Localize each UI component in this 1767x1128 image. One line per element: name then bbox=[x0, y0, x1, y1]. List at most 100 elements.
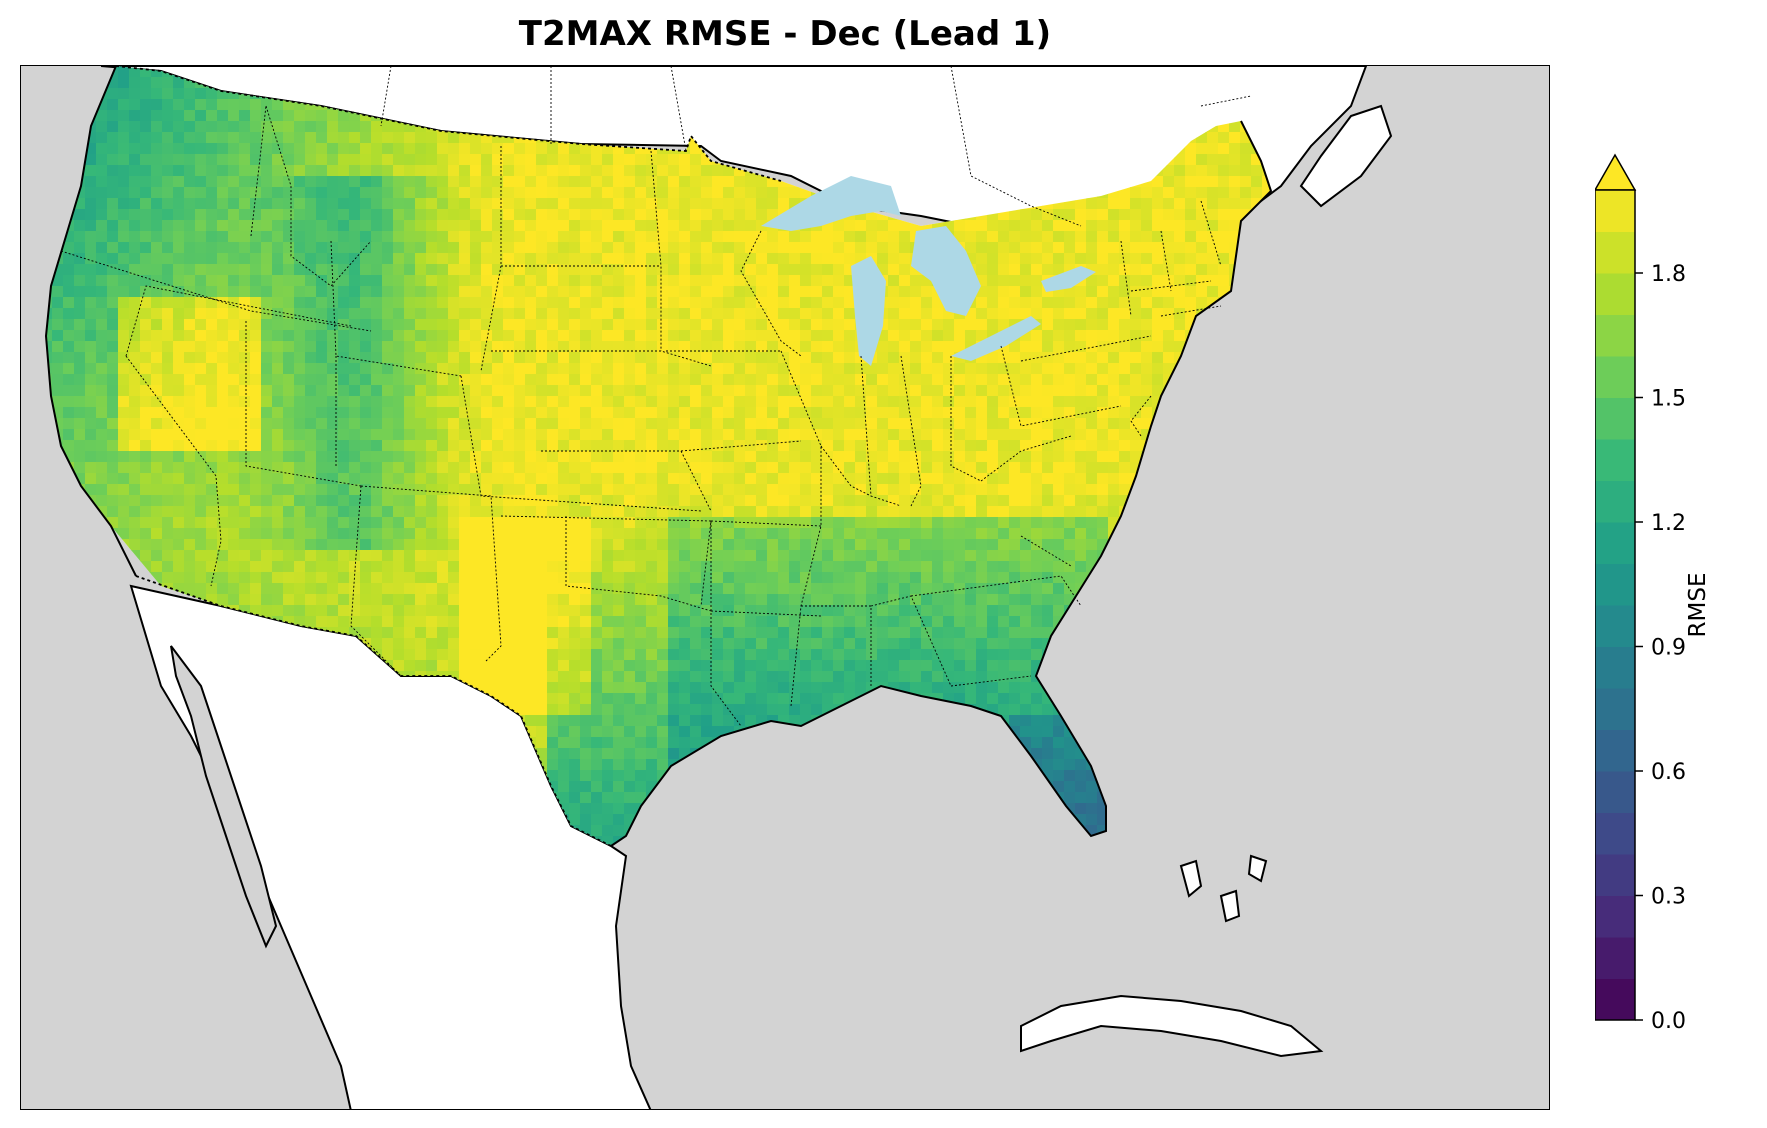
raster-cell bbox=[1174, 407, 1186, 419]
raster-cell bbox=[965, 308, 977, 320]
raster-cell bbox=[46, 363, 53, 375]
raster-cell bbox=[646, 407, 658, 419]
raster-cell bbox=[657, 528, 669, 540]
raster-cell bbox=[437, 429, 449, 441]
raster-cell bbox=[327, 495, 339, 507]
raster-cell bbox=[1053, 220, 1065, 232]
raster-cell bbox=[921, 517, 933, 529]
raster-cell bbox=[1273, 319, 1284, 330]
raster-cell bbox=[360, 121, 372, 133]
raster-cell bbox=[85, 528, 97, 540]
raster-cell bbox=[140, 429, 152, 441]
raster-cell bbox=[360, 440, 372, 452]
raster-cell bbox=[525, 308, 537, 320]
raster-cell bbox=[272, 363, 284, 375]
raster-cell bbox=[624, 429, 636, 441]
raster-cell bbox=[536, 187, 548, 199]
raster-cell bbox=[580, 396, 592, 408]
raster-cell bbox=[217, 418, 229, 430]
raster-cell bbox=[250, 462, 262, 474]
raster-cell bbox=[85, 539, 97, 551]
raster-cell bbox=[690, 297, 702, 309]
raster-cell bbox=[481, 352, 493, 364]
raster-cell bbox=[1174, 539, 1186, 551]
raster-cell bbox=[184, 275, 196, 287]
raster-cell bbox=[514, 528, 526, 540]
raster-cell bbox=[800, 242, 812, 254]
raster-cell bbox=[1031, 209, 1043, 221]
raster-cell bbox=[976, 517, 988, 529]
raster-cell bbox=[734, 528, 746, 540]
raster-cell bbox=[316, 429, 328, 441]
raster-cell bbox=[261, 209, 273, 221]
raster-cell bbox=[767, 286, 779, 298]
raster-cell bbox=[382, 286, 394, 298]
raster-cell bbox=[1031, 396, 1043, 408]
raster-cell bbox=[767, 374, 779, 386]
raster-cell bbox=[1229, 242, 1241, 254]
raster-cell bbox=[822, 462, 834, 474]
raster-cell bbox=[811, 440, 823, 452]
raster-cell bbox=[1229, 418, 1241, 430]
raster-cell bbox=[305, 341, 317, 353]
raster-cell bbox=[393, 231, 405, 243]
raster-cell bbox=[855, 517, 867, 529]
raster-cell bbox=[976, 242, 988, 254]
raster-cell bbox=[811, 473, 823, 485]
raster-cell bbox=[547, 165, 559, 177]
raster-cell bbox=[448, 143, 460, 155]
raster-cell bbox=[404, 231, 416, 243]
raster-cell bbox=[206, 352, 218, 364]
raster-cell bbox=[1075, 253, 1087, 265]
raster-cell bbox=[844, 517, 856, 529]
raster-cell bbox=[140, 176, 152, 188]
raster-cell bbox=[382, 451, 394, 463]
raster-cell bbox=[107, 363, 119, 375]
raster-cell bbox=[217, 374, 229, 386]
raster-cell bbox=[1229, 187, 1241, 199]
raster-cell bbox=[932, 517, 944, 529]
raster-cell bbox=[569, 407, 581, 419]
raster-cell bbox=[1108, 352, 1120, 364]
raster-cell bbox=[1218, 396, 1230, 408]
raster-cell bbox=[492, 484, 504, 496]
raster-cell bbox=[613, 528, 625, 540]
raster-cell bbox=[866, 506, 878, 518]
raster-cell bbox=[63, 275, 75, 287]
raster-cell bbox=[712, 484, 724, 496]
raster-cell bbox=[833, 319, 845, 331]
raster-cell bbox=[107, 209, 119, 221]
raster-cell bbox=[657, 462, 669, 474]
raster-cell bbox=[976, 220, 988, 232]
raster-cell bbox=[184, 440, 196, 452]
raster-cell bbox=[789, 440, 801, 452]
raster-cell bbox=[1240, 319, 1252, 331]
raster-cell bbox=[756, 429, 768, 441]
raster-cell bbox=[63, 473, 75, 485]
raster-cell bbox=[393, 506, 405, 518]
raster-cell bbox=[1174, 517, 1186, 529]
raster-cell bbox=[1075, 330, 1087, 342]
raster-cell bbox=[1207, 253, 1219, 265]
raster-cell bbox=[657, 484, 669, 496]
raster-cell bbox=[679, 176, 691, 188]
raster-cell bbox=[283, 418, 295, 430]
raster-cell bbox=[1009, 539, 1021, 551]
raster-cell bbox=[382, 319, 394, 331]
raster-cell bbox=[327, 396, 339, 408]
raster-cell bbox=[459, 154, 471, 166]
raster-cell bbox=[833, 286, 845, 298]
raster-cell bbox=[965, 517, 977, 529]
raster-cell bbox=[756, 198, 768, 210]
raster-cell bbox=[1141, 187, 1153, 199]
raster-cell bbox=[580, 253, 592, 265]
raster-cell bbox=[448, 418, 460, 430]
raster-cell bbox=[712, 407, 724, 419]
raster-cell bbox=[162, 506, 174, 518]
raster-cell bbox=[569, 253, 581, 265]
raster-cell bbox=[1097, 539, 1109, 551]
raster-cell bbox=[85, 330, 97, 342]
raster-cell bbox=[1108, 385, 1120, 397]
raster-cell bbox=[965, 440, 977, 452]
raster-cell bbox=[492, 319, 504, 331]
